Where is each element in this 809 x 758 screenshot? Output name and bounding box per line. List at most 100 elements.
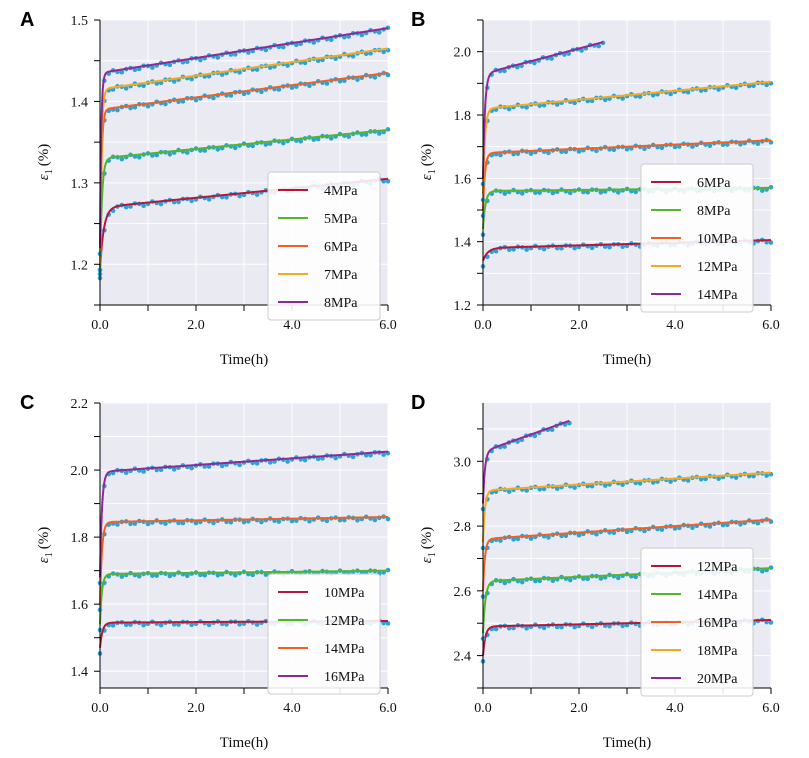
data-point-14MPa (537, 578, 543, 584)
data-point-10MPa (128, 622, 133, 627)
data-point-6MPa (768, 240, 774, 245)
data-point-5MPa (215, 147, 221, 152)
series-line-20MPa (482, 419, 570, 504)
y-tick-label: 1.5 (71, 14, 89, 29)
x-tick-label: 6.0 (379, 318, 397, 333)
data-point-8MPa (167, 62, 173, 68)
data-point-7MPa (350, 53, 356, 59)
data-point-14MPa (342, 517, 347, 523)
data-point-14MPa (550, 578, 556, 584)
data-point-8MPa (328, 37, 334, 43)
data-point-7MPa (141, 83, 146, 89)
data-point-18MPa (620, 482, 625, 487)
data-point-6MPa (289, 85, 295, 90)
data-point-12MPa (620, 623, 625, 629)
data-point-18MPa (650, 480, 656, 485)
data-point-12MPa (572, 624, 577, 630)
y-tick-label: 1.6 (71, 598, 89, 613)
data-point-6MPa (128, 105, 133, 111)
data-point-16MPa (576, 532, 582, 538)
data-point-6MPa (115, 107, 120, 113)
data-point-8MPa (567, 190, 573, 196)
legend-label-8MPa: 8MPa (697, 204, 731, 219)
data-point-16MPa (333, 455, 338, 461)
data-point-10MPa (720, 142, 726, 147)
x-tick-label: 0.0 (474, 701, 492, 716)
data-point-7MPa (381, 49, 386, 55)
y-tick-label: 1.8 (71, 531, 89, 546)
y-axis-label-symbol: ε (419, 174, 435, 180)
x-tick-label: 4.0 (283, 701, 301, 716)
y-axis-label-symbol: ε (419, 557, 435, 563)
data-point-16MPa (171, 467, 177, 472)
svg-text:ε1(%): ε1 (%) (36, 527, 55, 563)
data-point-10MPa (141, 622, 146, 628)
data-point-14MPa (128, 521, 133, 527)
x-tick-label: 0.0 (91, 701, 109, 716)
y-tick-label: 1.4 (71, 665, 89, 680)
data-point-12MPa (184, 573, 190, 579)
data-point-10MPa (189, 622, 194, 628)
data-point-14MPa (132, 521, 138, 526)
data-point-6MPa (559, 245, 564, 251)
data-point-6MPa (228, 93, 234, 98)
data-point-7MPa (285, 63, 290, 68)
data-point-10MPa (755, 141, 761, 147)
legend-label-8MPa: 8MPa (324, 296, 358, 311)
data-point-10MPa (237, 622, 242, 627)
data-point-10MPa (707, 143, 713, 149)
y-axis-label-b: ε1 (%) (419, 144, 438, 180)
data-point-14MPa (519, 579, 525, 585)
data-point-16MPa (189, 465, 194, 471)
data-point-12MPa (263, 572, 269, 577)
data-point-5MPa (311, 137, 317, 142)
data-point-10MPa (563, 149, 569, 155)
data-point-6MPa (589, 245, 595, 251)
series-line-16MPa (482, 518, 772, 591)
data-point-14MPa (324, 518, 330, 524)
legend-label-6MPa: 6MPa (324, 240, 358, 255)
data-point-12MPa (250, 572, 256, 578)
data-point-12MPa (554, 102, 560, 107)
svg-text:ε1(%): ε1 (%) (419, 144, 438, 180)
data-point-12MPa (620, 96, 625, 101)
data-point-14MPa (337, 517, 343, 523)
data-point-14MPa (307, 518, 312, 524)
legend-label-14MPa: 14MPa (697, 588, 738, 603)
data-point-8MPa (280, 44, 286, 50)
series-line-14MPa (482, 41, 604, 179)
data-point-12MPa (506, 106, 512, 112)
data-point-5MPa (136, 155, 142, 160)
data-point-12MPa (589, 624, 595, 630)
data-point-6MPa (211, 95, 216, 101)
legend-box (640, 163, 754, 313)
data-point-6MPa (506, 247, 512, 252)
data-point-16MPa (219, 463, 225, 469)
y-tick-label: 1.4 (71, 95, 89, 110)
y-tick-label: 1.4 (454, 236, 472, 251)
data-point-12MPa (541, 102, 547, 108)
data-point-18MPa (685, 478, 691, 483)
data-point-8MPa (550, 190, 556, 196)
legend-label-14MPa: 14MPa (697, 288, 738, 303)
data-point-5MPa (250, 143, 256, 149)
data-point-6MPa (524, 247, 529, 252)
y-tick-label: 2.0 (454, 46, 472, 61)
data-point-16MPa (528, 536, 534, 541)
panel-letter-d: D (411, 392, 425, 414)
data-point-16MPa (725, 522, 730, 528)
series-line-5MPa (99, 128, 389, 273)
data-point-16MPa (381, 452, 386, 457)
data-point-10MPa (642, 146, 647, 152)
data-point-14MPa (759, 568, 765, 574)
data-point-16MPa (563, 533, 569, 539)
data-point-18MPa (637, 481, 643, 486)
y-axis-label-subscript: 1 (427, 169, 438, 174)
x-axis-label-c: Time(h) (220, 735, 269, 751)
data-point-16MPa (350, 454, 356, 460)
data-point-8MPa (311, 40, 317, 45)
data-point-4MPa (189, 198, 194, 204)
data-point-10MPa (528, 151, 534, 156)
data-point-8MPa (263, 47, 269, 53)
legend-label-16MPa: 16MPa (324, 670, 365, 685)
